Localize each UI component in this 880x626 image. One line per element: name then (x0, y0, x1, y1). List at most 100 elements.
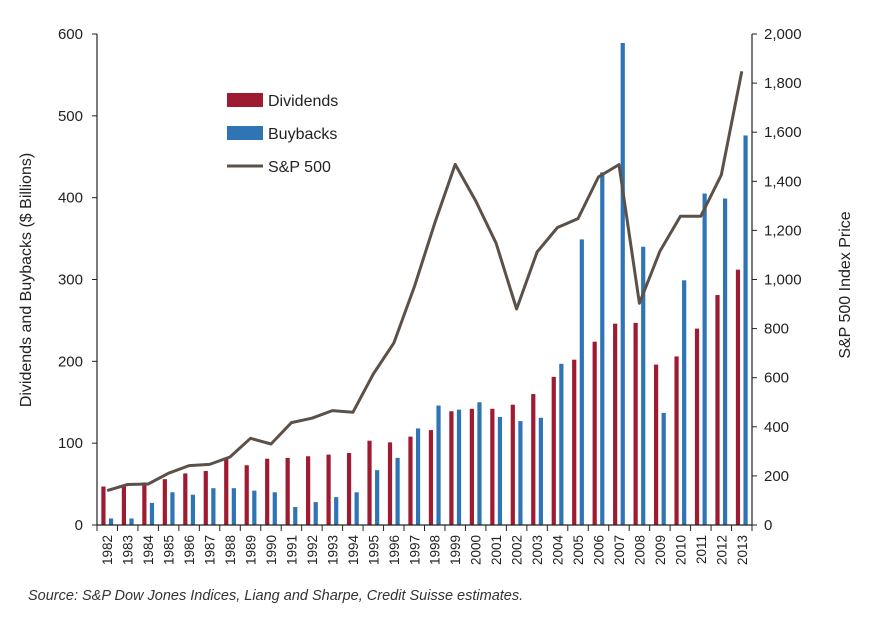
bar-dividends-2012 (715, 295, 720, 525)
bar-dividends-2008 (633, 322, 638, 525)
x-tick-label-2002: 2002 (510, 535, 525, 565)
x-tick-label-2003: 2003 (530, 535, 545, 565)
x-tick-label-2009: 2009 (653, 535, 668, 565)
y-tick-label: 400 (58, 190, 83, 207)
bar-dividends-1987 (203, 470, 208, 525)
x-tick-label-2011: 2011 (694, 535, 709, 564)
bar-buybacks-2007 (620, 43, 625, 525)
bar-buybacks-2011 (702, 193, 707, 525)
x-tick-label-1984: 1984 (141, 535, 156, 566)
bar-dividends-1996 (387, 442, 393, 525)
bar-buybacks-1998 (436, 405, 441, 525)
bar-dividends-1989 (244, 465, 249, 525)
legend-swatch-buybacks (227, 126, 263, 140)
y2-tick-label: 1,200 (764, 222, 802, 239)
x-tick-label-2000: 2000 (469, 535, 484, 565)
bar-buybacks-2010 (682, 280, 687, 525)
x-tick-label-1993: 1993 (325, 535, 340, 565)
x-tick-label-2010: 2010 (673, 535, 688, 565)
bar-buybacks-2004 (559, 363, 564, 525)
bar-dividends-2002 (510, 404, 515, 525)
bar-dividends-1997 (408, 436, 413, 525)
bar-buybacks-2005 (579, 239, 584, 525)
x-tick-label-1987: 1987 (203, 535, 218, 565)
x-tick-label-1998: 1998 (428, 535, 443, 565)
tick-labels: 0 100 200 300 400 500 600 0 200 400 600 800 1,000 1,2… (58, 26, 802, 565)
bars (101, 43, 748, 526)
y-tick-label: 100 (58, 435, 83, 452)
sp500-line (106, 71, 744, 493)
y2-axis-title: S&P 500 Index Price (837, 211, 854, 358)
bar-buybacks-2002 (518, 421, 523, 525)
bar-buybacks-2008 (641, 246, 646, 525)
bar-buybacks-1995 (375, 470, 380, 525)
bar-buybacks-1996 (395, 457, 400, 525)
bar-dividends-2007 (613, 323, 618, 525)
y2-tick-label: 1,800 (764, 75, 802, 92)
x-tick-label-2008: 2008 (632, 535, 647, 565)
bar-dividends-2009 (653, 364, 659, 525)
bar-buybacks-1983 (129, 518, 134, 525)
y-axis-title: Dividends and Buybacks ($ Billions) (18, 153, 35, 407)
x-tick-label-1982: 1982 (100, 535, 115, 565)
x-tick-label-1991: 1991 (284, 535, 299, 565)
y-tick-label: 200 (58, 353, 83, 370)
bar-buybacks-2003 (538, 417, 543, 525)
bar-buybacks-1988 (231, 488, 236, 525)
legend-swatch-dividends (227, 93, 263, 107)
legend: Dividends Buybacks S&P 500 (227, 93, 338, 176)
bar-buybacks-1994 (354, 492, 359, 525)
x-tick-label-2004: 2004 (551, 535, 566, 566)
bar-buybacks-1985 (170, 492, 175, 525)
bar-dividends-1983 (121, 486, 127, 525)
x-tick-label-1989: 1989 (244, 535, 259, 565)
bar-dividends-1985 (162, 479, 167, 525)
bar-dividends-1993 (326, 454, 331, 525)
x-tick-label-2013: 2013 (735, 535, 750, 565)
bar-buybacks-1989 (252, 490, 257, 525)
bar-dividends-1994 (346, 452, 352, 525)
bar-buybacks-2012 (722, 198, 728, 526)
x-tick-label-1996: 1996 (387, 535, 402, 565)
bar-buybacks-1984 (149, 502, 155, 525)
x-tick-label-2001: 2001 (489, 535, 504, 565)
bar-dividends-2000 (469, 408, 474, 525)
legend-label-sp500: S&P 500 (268, 159, 331, 176)
x-tick-label-1983: 1983 (121, 535, 136, 565)
y2-tick-label: 600 (764, 370, 789, 387)
y-tick-label: 600 (58, 26, 83, 43)
x-tick-label-1997: 1997 (407, 535, 422, 565)
bar-dividends-2011 (694, 328, 700, 525)
x-tick-label-2012: 2012 (714, 535, 729, 565)
bar-dividends-2006 (592, 341, 597, 525)
x-tick-label-2006: 2006 (591, 535, 606, 565)
bar-dividends-1999 (449, 411, 454, 525)
bar-buybacks-1991 (293, 506, 298, 525)
y-tick-label: 0 (75, 517, 83, 534)
y2-tick-label: 2,000 (764, 26, 802, 43)
bar-dividends-2005 (572, 359, 577, 525)
bar-buybacks-1982 (108, 518, 114, 525)
bar-dividends-1992 (306, 456, 311, 525)
bar-buybacks-2001 (497, 416, 503, 525)
bar-buybacks-2000 (477, 402, 482, 525)
x-tick-label-2005: 2005 (571, 535, 586, 565)
bar-dividends-1998 (428, 430, 434, 525)
bar-dividends-1984 (142, 482, 147, 525)
bar-dividends-2004 (551, 376, 556, 525)
y2-tick-label: 1,600 (764, 124, 802, 141)
x-tick-label-1999: 1999 (448, 535, 463, 565)
bar-dividends-2001 (490, 408, 495, 525)
bar-dividends-2003 (531, 394, 536, 525)
legend-label-dividends: Dividends (268, 93, 338, 110)
bar-dividends-2010 (674, 356, 679, 525)
bar-buybacks-1997 (415, 428, 421, 525)
bar-buybacks-1992 (313, 502, 318, 525)
legend-label-buybacks: Buybacks (268, 126, 337, 143)
bar-dividends-2013 (735, 269, 741, 525)
y2-tick-label: 0 (764, 517, 772, 534)
bar-buybacks-1990 (272, 492, 277, 525)
y2-tick-label: 1,400 (764, 173, 802, 190)
x-tick-label-1985: 1985 (162, 535, 177, 565)
